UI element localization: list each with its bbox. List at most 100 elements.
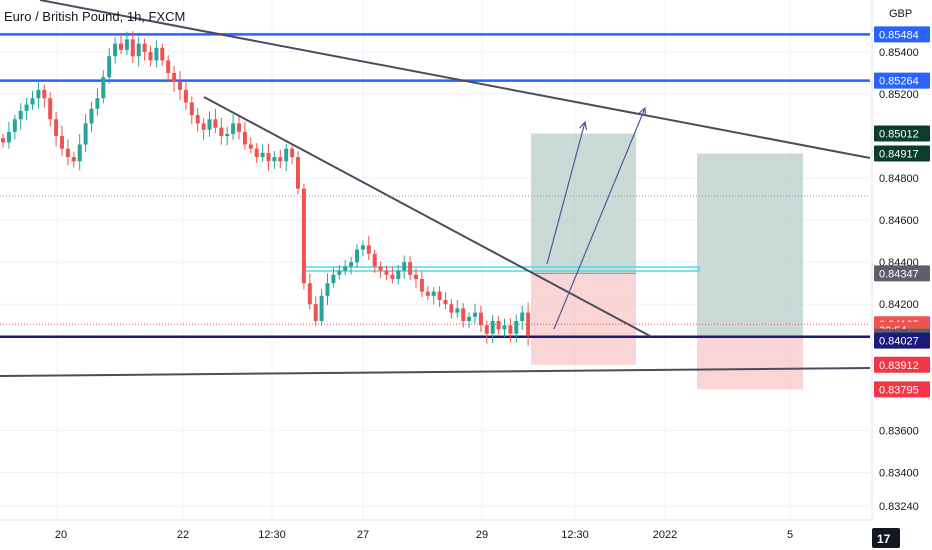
candle-85: [502, 318, 507, 337]
trendline-0: [39, 0, 871, 159]
candle-body-70: [414, 274, 418, 279]
candle-body-11: [65, 148, 70, 158]
candle-28: [166, 55, 171, 81]
candle-33: [195, 108, 200, 132]
candle-50: [296, 150, 300, 195]
candle-67: [396, 264, 401, 285]
price-label-0: 0.85484: [874, 26, 930, 43]
candle-55: [325, 273, 330, 306]
candle-41: [242, 121, 247, 150]
candle-5: [30, 91, 35, 110]
candle-72: [425, 286, 430, 301]
candle-18: [107, 47, 112, 84]
candle-body-21: [124, 39, 129, 50]
candle-65: [384, 265, 389, 281]
price-label-9: 0.83912: [874, 356, 930, 373]
candle-body-5: [30, 98, 35, 105]
candle-body-36: [213, 119, 218, 128]
candle-body-54: [319, 295, 324, 322]
candle-80: [473, 303, 477, 324]
candle-body-24: [142, 43, 147, 52]
candle-74: [437, 286, 442, 307]
candle-body-57: [337, 270, 342, 275]
price-label-10: 0.83795: [874, 381, 930, 398]
candle-10: [60, 125, 64, 156]
logo-bg: [872, 528, 900, 548]
candle-body-25: [148, 52, 153, 61]
candle-body-6: [36, 89, 41, 99]
candle-body-34: [201, 123, 206, 130]
candle-57: [337, 264, 342, 280]
candle-29: [172, 66, 177, 92]
y-tick-label-0: 0.85400: [879, 47, 919, 59]
candle-64: [378, 261, 383, 278]
candle-81: [478, 305, 483, 333]
x-tick-label-5: 12:30: [561, 529, 589, 541]
candle-71: [419, 271, 424, 297]
price-label-text-1: 0.85264: [879, 76, 919, 88]
projection-arrow-1: [553, 106, 647, 330]
candle-77: [455, 299, 460, 318]
price-label-text-2: 0.85012: [879, 129, 919, 141]
candle-86: [508, 317, 513, 343]
candle-body-17: [101, 77, 106, 99]
candle-43: [254, 143, 259, 164]
candle-7: [42, 84, 47, 108]
candle-body-58: [343, 266, 348, 271]
x-tick-label-3: 27: [357, 529, 369, 541]
price-label-4: 0.84347: [874, 265, 930, 282]
candle-34: [201, 117, 206, 140]
candle-body-52: [307, 283, 312, 305]
candle-body-20: [119, 43, 123, 50]
candle-body-2: [12, 119, 17, 132]
candle-body-64: [378, 266, 383, 271]
candle-body-89: [526, 312, 531, 336]
candle-body-50: [296, 157, 300, 189]
price-label-bg-4: [874, 265, 930, 282]
candle-38: [225, 126, 230, 146]
candle-63: [372, 249, 377, 273]
price-label-text-8: 0.84027: [879, 336, 919, 348]
candle-37: [219, 117, 224, 145]
candle-body-56: [331, 274, 336, 284]
candle-78: [461, 303, 466, 328]
x-tick-label-4: 29: [476, 529, 488, 541]
candle-body-85: [502, 325, 507, 330]
candle-body-41: [242, 131, 247, 145]
candle-body-9: [54, 119, 59, 137]
price-label-2: 0.85012: [874, 125, 930, 142]
candle-body-29: [172, 73, 177, 82]
candle-body-65: [384, 270, 389, 275]
candle-body-84: [496, 321, 501, 330]
candle-1: [6, 121, 11, 149]
price-label-text-10: 0.83795: [879, 384, 919, 396]
candle-44: [260, 144, 265, 163]
candle-20: [119, 34, 123, 55]
candle-body-13: [77, 144, 82, 162]
candle-body-18: [107, 56, 112, 78]
candle-48: [284, 143, 289, 172]
candle-70: [414, 268, 418, 288]
candle-body-33: [195, 115, 200, 124]
candle-body-35: [207, 119, 212, 130]
candle-body-59: [349, 262, 354, 267]
candle-6: [36, 81, 41, 109]
price-label-bg-0: [874, 26, 930, 43]
price-label-bg-9: [874, 356, 930, 373]
candle-15: [89, 101, 94, 132]
candle-9: [54, 111, 59, 147]
candle-body-8: [48, 98, 53, 120]
arrow-shaft-0: [546, 121, 586, 265]
price-label-3: 0.84917: [874, 145, 930, 162]
price-label-bg-10: [874, 381, 930, 398]
candle-body-67: [396, 270, 401, 279]
candle-body-55: [325, 283, 330, 296]
candle-14: [83, 114, 88, 153]
y-tick-label-7: 0.83400: [879, 467, 919, 479]
candle-51: [301, 183, 306, 290]
candle-body-78: [461, 308, 466, 322]
trendline-2: [0, 367, 871, 377]
candle-body-44: [260, 152, 265, 158]
